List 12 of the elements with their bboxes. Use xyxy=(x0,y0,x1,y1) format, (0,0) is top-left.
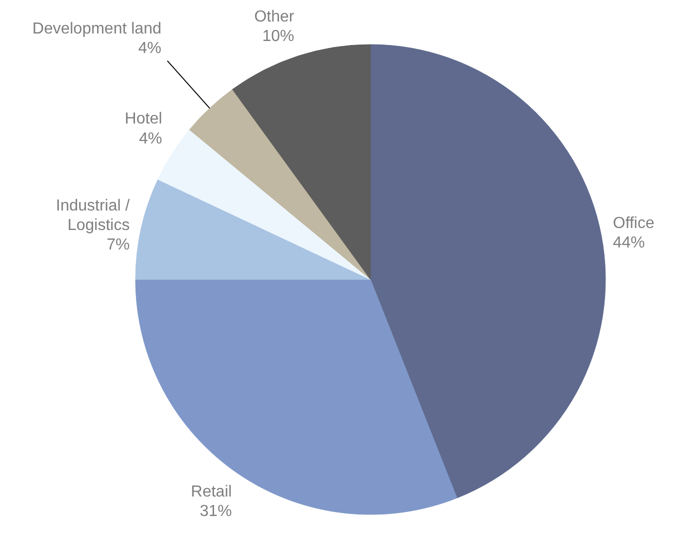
slice-label: Development land xyxy=(32,20,162,38)
slice-label: Office xyxy=(612,214,654,232)
slice-label: Hotel xyxy=(124,110,162,128)
slice-label: Other xyxy=(254,8,295,26)
data-label: 31% xyxy=(200,503,232,520)
data-label: 4% xyxy=(139,130,162,148)
slice-label: Retail xyxy=(190,484,232,501)
data-label: 4% xyxy=(138,40,162,57)
slice-label: Industrial / Logistics xyxy=(56,198,130,234)
data-label: 44% xyxy=(612,234,645,252)
data-label: 7% xyxy=(106,236,130,254)
data-label: 10% xyxy=(262,28,294,45)
